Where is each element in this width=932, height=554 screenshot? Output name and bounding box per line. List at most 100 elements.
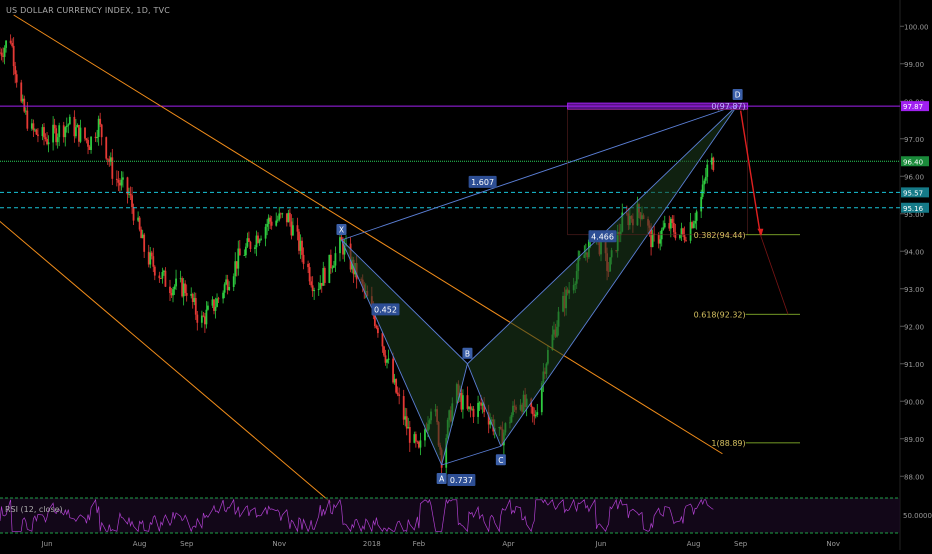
pattern-point-d-label: D <box>735 91 741 100</box>
candle-body <box>132 207 135 221</box>
candle-body <box>257 235 259 243</box>
candle-body <box>674 232 677 239</box>
candle-body <box>20 82 23 102</box>
candle-body <box>196 314 199 323</box>
candle-body <box>120 179 123 186</box>
pattern-ac-line <box>441 445 501 466</box>
candle-body <box>384 355 387 363</box>
candle-body <box>84 127 86 139</box>
candle-body <box>301 240 303 255</box>
candle-body <box>43 127 45 138</box>
candle-body <box>255 235 258 248</box>
resistance-level-line-tag-label: 97.87 <box>903 103 923 111</box>
candle-body <box>375 325 378 328</box>
candle-body <box>223 284 226 293</box>
candle-body <box>0 52 1 54</box>
candle-body <box>462 395 464 410</box>
candle-body <box>243 255 246 256</box>
candle-body <box>651 233 654 248</box>
ratio-label: 0.452 <box>374 305 397 314</box>
candle-body <box>258 239 261 243</box>
candle-body <box>650 227 652 248</box>
candle-body <box>292 225 294 236</box>
candle-body <box>68 116 71 125</box>
candle-body <box>668 223 671 229</box>
y-tick-label: 90.00 <box>904 398 924 406</box>
target-arrow-line <box>739 110 762 235</box>
candle-body <box>24 110 27 112</box>
pattern-point-b-label: B <box>465 349 470 358</box>
candle-body <box>97 118 100 138</box>
candle-body <box>685 240 687 241</box>
channel-lower-line <box>0 220 332 503</box>
candle-body <box>536 412 539 416</box>
candle-body <box>109 157 112 162</box>
resistance-level-line-tag <box>901 101 929 112</box>
candle-body <box>46 139 48 145</box>
x-tick-label: Nov <box>826 540 840 548</box>
candle-body <box>662 227 665 230</box>
candle-body <box>9 40 12 43</box>
candle-body <box>3 47 6 57</box>
candle-body <box>683 234 686 241</box>
candle-body <box>191 294 194 302</box>
candle-body <box>90 136 92 150</box>
candle-body <box>663 223 666 228</box>
rsi-pane <box>0 498 900 533</box>
candle-body <box>108 159 111 162</box>
candle-body <box>671 218 674 223</box>
candle-body <box>2 55 4 57</box>
candle-body <box>266 223 269 227</box>
candle-body <box>414 434 417 442</box>
ratio-tag <box>588 230 617 243</box>
candle-body <box>288 212 291 222</box>
candle-body <box>480 402 483 406</box>
candle-body <box>276 219 279 221</box>
candle-body <box>481 403 484 406</box>
candle-body <box>58 125 61 138</box>
candle-body <box>88 146 91 150</box>
candle-body <box>269 217 272 222</box>
candle-body <box>159 278 162 279</box>
candle-body <box>56 137 59 143</box>
candle-body <box>487 412 490 425</box>
candle-body <box>37 134 39 137</box>
candle-body <box>311 285 314 292</box>
pattern-point-c-tag <box>495 454 506 466</box>
candle-body <box>170 293 173 296</box>
candle-body <box>332 265 335 268</box>
candle-body <box>62 125 65 138</box>
candle-body <box>299 240 302 251</box>
candle-body <box>313 289 316 292</box>
candle-body <box>106 158 109 160</box>
candle-body <box>653 233 656 235</box>
y-tick-label: 96.00 <box>904 173 924 181</box>
pattern-point-b-tag <box>462 347 473 359</box>
candle-body <box>342 240 344 255</box>
ratio-tag <box>447 474 476 486</box>
candle-body <box>419 440 422 448</box>
candle-body <box>424 429 426 441</box>
candle-body <box>234 261 237 277</box>
candle-body <box>205 309 208 325</box>
candle-body <box>23 98 26 112</box>
candle-body <box>700 196 703 212</box>
candle-body <box>331 267 334 269</box>
candle-body <box>152 256 155 267</box>
candle-body <box>126 177 129 195</box>
x-tick-label: Aug <box>687 540 701 548</box>
candle-body <box>44 137 47 140</box>
candle-body <box>287 212 290 223</box>
candle-body <box>249 241 252 250</box>
candle-body <box>317 288 320 290</box>
candle-body <box>322 268 325 286</box>
candle-body <box>65 125 68 128</box>
candle-body <box>393 378 396 383</box>
candle-body <box>534 415 537 417</box>
candle-body <box>296 225 299 232</box>
pattern-point-d-tag <box>732 89 743 100</box>
candle-body <box>141 234 144 239</box>
channel-upper-line <box>13 14 723 455</box>
